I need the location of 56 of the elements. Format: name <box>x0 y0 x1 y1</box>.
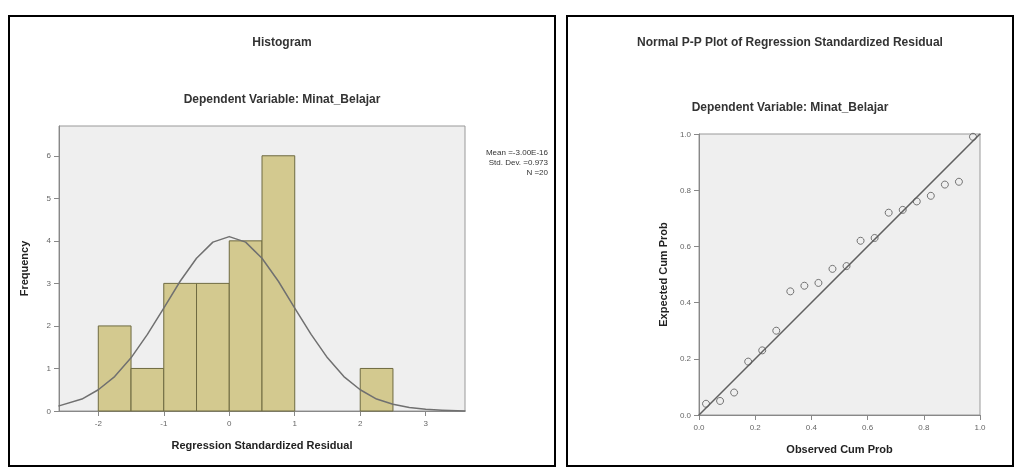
x-tick-label: 2 <box>358 418 363 428</box>
point <box>814 278 823 287</box>
point <box>772 326 781 335</box>
text: Std. Dev. =0.973 <box>488 157 549 167</box>
y-tick-label: 4 <box>46 236 52 246</box>
x-tick-label: 1.0 <box>974 422 987 432</box>
point <box>940 180 949 189</box>
y-tick-label: 0.8 <box>679 185 692 195</box>
x-tick-label: -1 <box>160 418 168 428</box>
point <box>968 132 977 141</box>
y-tick-label: 0.4 <box>679 298 692 308</box>
point <box>926 191 935 200</box>
point <box>800 281 809 290</box>
y-tick-label: 0.6 <box>679 241 692 251</box>
point <box>730 388 739 397</box>
text: Mean =-3.00E-16 <box>485 147 549 157</box>
point <box>856 236 865 245</box>
point <box>828 264 837 273</box>
y-tick-label: 2 <box>46 321 52 331</box>
y-tick-label: 6 <box>46 151 52 161</box>
y-axis-title: Frequency <box>17 239 30 297</box>
y-tick-label: 0.0 <box>679 410 692 420</box>
y-tick-label: 5 <box>46 193 52 203</box>
point <box>898 205 907 214</box>
x-tick-label: 0.8 <box>918 422 930 432</box>
point <box>702 399 711 408</box>
y-tick-label: 3 <box>46 278 52 288</box>
point <box>744 357 753 366</box>
chart-subtitle: Dependent Variable: Minat_Belajar <box>183 92 381 106</box>
point <box>870 233 879 242</box>
point <box>884 208 893 217</box>
x-tick-label: 0.2 <box>749 422 762 432</box>
chart-subtitle: Dependent Variable: Minat_Belajar <box>691 100 889 114</box>
point <box>786 287 795 296</box>
x-tick-label: 0 <box>227 418 233 428</box>
point <box>842 262 851 271</box>
x-axis-title: Observed Cum Prob <box>786 442 893 455</box>
x-tick-label: 0.0 <box>693 422 706 432</box>
x-axis-title: Regression Standardized Residual <box>171 438 353 451</box>
point <box>912 197 921 206</box>
y-tick-label: 0 <box>46 406 52 416</box>
point <box>954 177 963 186</box>
y-tick-label: 0.2 <box>679 354 692 364</box>
y-tick-label: 1 <box>46 363 52 373</box>
x-tick-label: 0.6 <box>862 422 874 432</box>
point <box>716 396 725 405</box>
point <box>758 346 767 355</box>
y-tick-label: 1.0 <box>679 129 692 139</box>
text: N =20 <box>526 167 549 177</box>
x-tick-label: 1 <box>292 418 298 428</box>
x-tick-label: 0.4 <box>805 422 818 432</box>
chart-title: Histogram <box>252 35 312 49</box>
chart-title: Normal P-P Plot of Regression Standardized Residual <box>637 35 943 49</box>
x-tick-label: -2 <box>94 418 103 428</box>
x-tick-label: 3 <box>423 418 429 428</box>
y-axis-title: Expected Cum Prob <box>657 221 670 327</box>
